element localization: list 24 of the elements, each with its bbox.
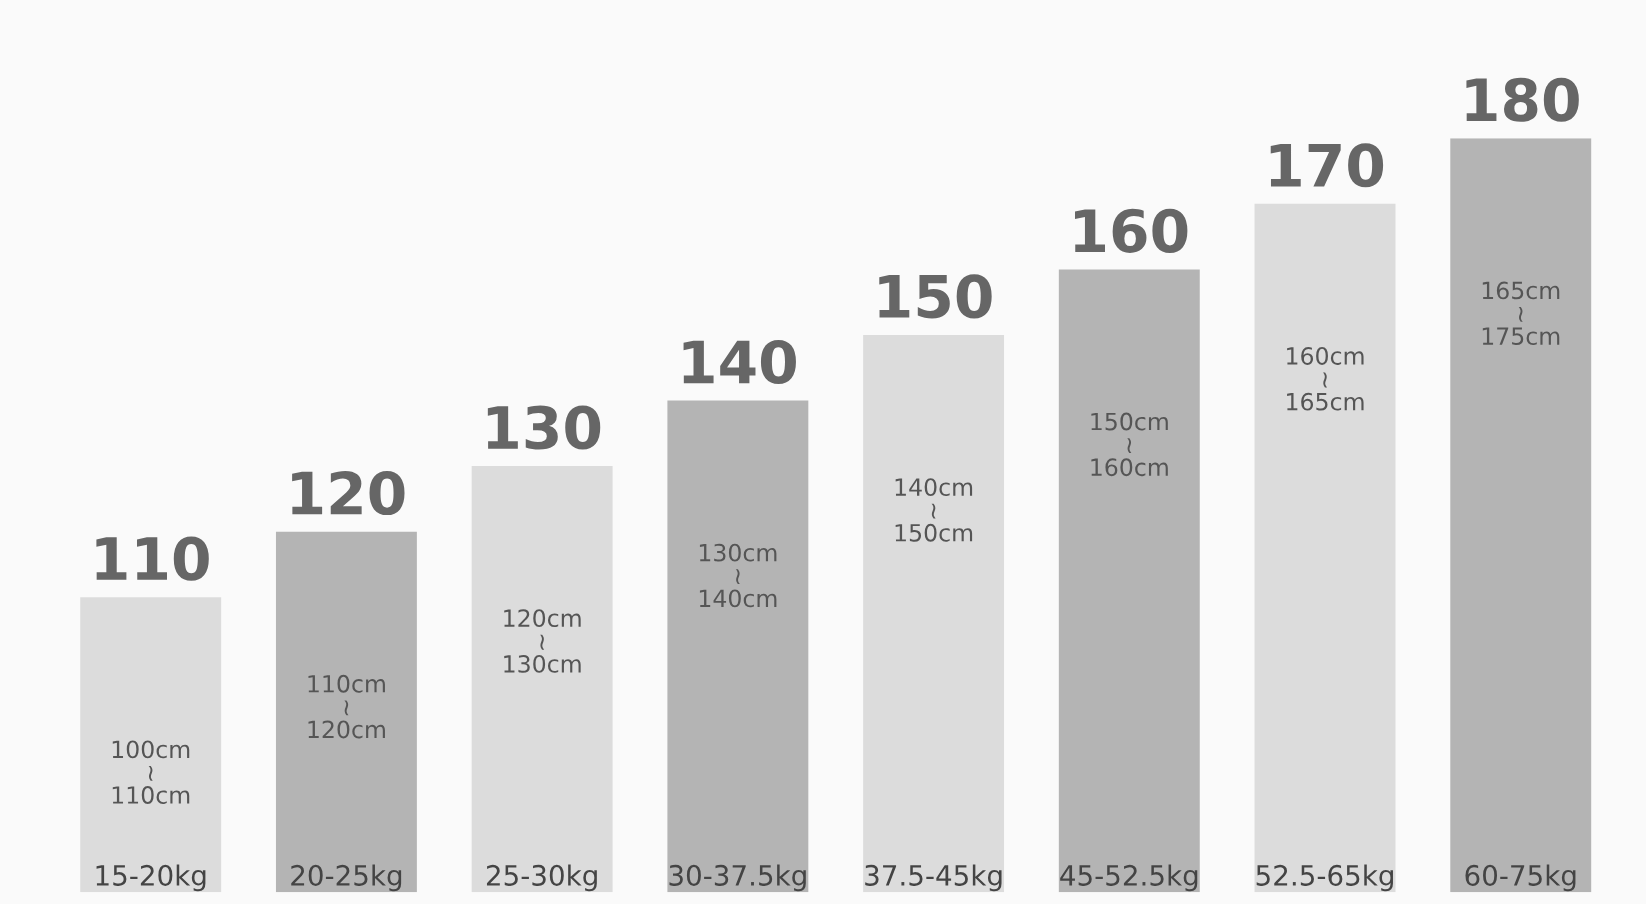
annotation: 150cm ≀ 160cm (1091, 412, 1168, 477)
annotation: 100cm ≀ 110cm (112, 740, 190, 804)
data-label: 170 (1270, 143, 1384, 188)
x-tick-label: 45-52.5kg (1060, 864, 1198, 892)
x-tick-label: 60-75kg (1465, 864, 1576, 892)
data-label: 140 (683, 339, 796, 384)
x-tick-label: 25-30kg (486, 864, 597, 892)
data-label: 120 (292, 471, 405, 516)
x-tick-label: 52.5-65kg (1256, 864, 1393, 892)
x-tick-label: 15-20kg (96, 864, 206, 892)
data-label: 180 (1466, 77, 1579, 122)
annotation: 165cm ≀ 175cm (1482, 281, 1560, 346)
data-label: 130 (487, 405, 601, 450)
data-label: 110 (96, 536, 209, 581)
x-tick-label: 37.5-45kg (865, 864, 1002, 892)
annotation: 130cm ≀ 140cm (699, 543, 777, 608)
data-label: 150 (879, 274, 992, 319)
annotation: 160cm ≀ 165cm (1287, 347, 1364, 411)
annotation: 120cm ≀ 130cm (504, 609, 581, 673)
annotation: 140cm ≀ 150cm (895, 478, 973, 542)
annotation: 110cm ≀ 120cm (308, 674, 385, 739)
x-tick-label: 30-37.5kg (669, 864, 806, 892)
x-tick-label: 20-25kg (291, 864, 402, 892)
data-label: 160 (1075, 208, 1188, 253)
